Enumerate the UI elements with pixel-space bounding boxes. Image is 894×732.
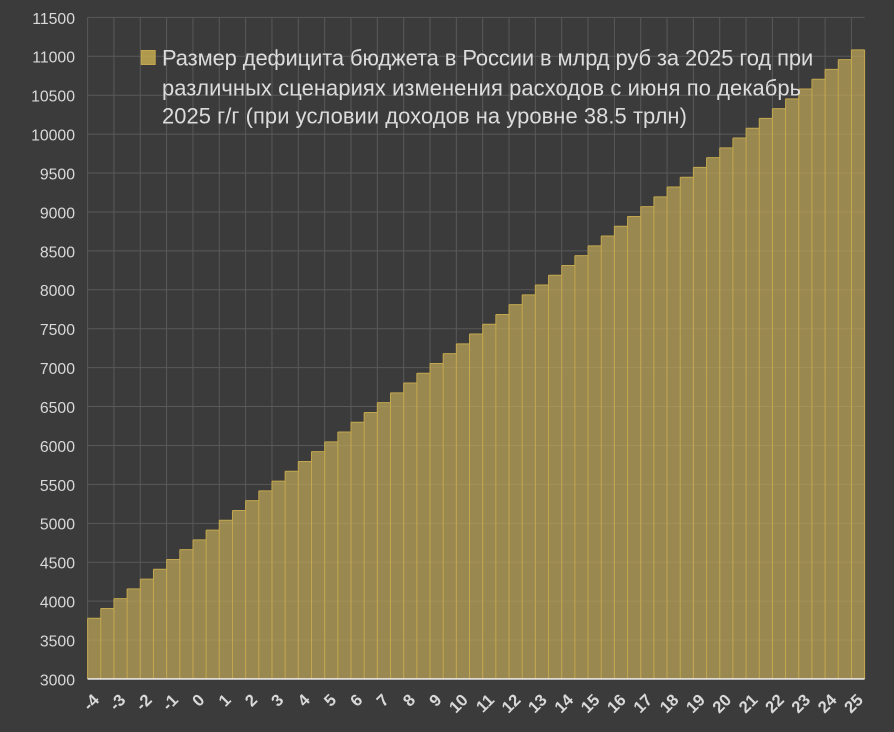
- svg-text:9000: 9000: [40, 205, 75, 222]
- svg-text:10000: 10000: [31, 128, 75, 145]
- svg-text:6000: 6000: [40, 439, 75, 456]
- svg-text:6500: 6500: [40, 400, 75, 417]
- svg-text:11000: 11000: [32, 50, 75, 67]
- svg-text:8000: 8000: [40, 283, 75, 300]
- svg-text:4000: 4000: [40, 595, 75, 612]
- svg-text:5500: 5500: [40, 478, 75, 495]
- svg-text:8500: 8500: [40, 244, 75, 261]
- svg-text:3500: 3500: [40, 633, 75, 650]
- svg-text:10500: 10500: [31, 89, 75, 106]
- svg-text:11500: 11500: [32, 11, 75, 28]
- svg-text:7000: 7000: [40, 361, 75, 378]
- svg-text:2025 г/г (при условии доходов: 2025 г/г (при условии доходов на уровне …: [162, 103, 687, 128]
- svg-text:5000: 5000: [40, 517, 75, 534]
- svg-text:Размер дефицита бюджета в Росс: Размер дефицита бюджета в России в млрд …: [162, 46, 813, 71]
- svg-text:3000: 3000: [40, 672, 75, 689]
- svg-text:4500: 4500: [40, 556, 75, 573]
- svg-text:различных сценариях изменения: различных сценариях изменения расходов с…: [162, 75, 801, 100]
- svg-text:9500: 9500: [40, 166, 75, 183]
- svg-text:7500: 7500: [40, 322, 75, 339]
